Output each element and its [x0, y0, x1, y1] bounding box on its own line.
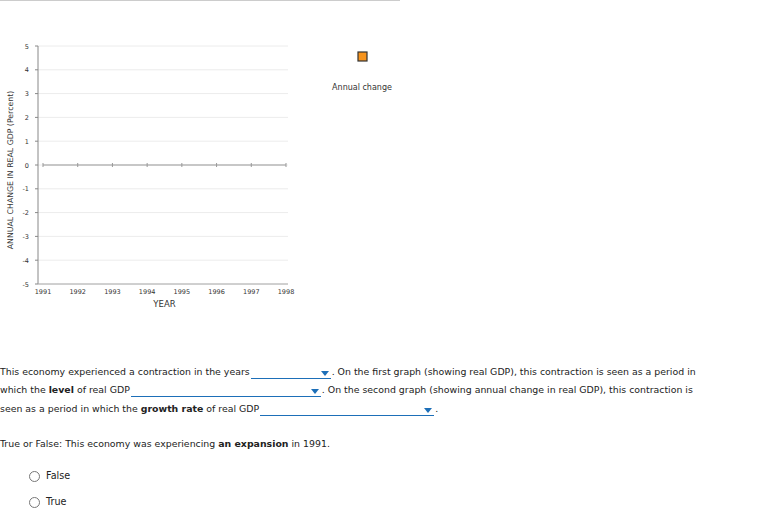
top-rule	[0, 0, 400, 1]
x-tick	[112, 163, 113, 167]
question-line: seen as a period in which the growth rat…	[0, 402, 438, 416]
radio-circle[interactable]	[29, 471, 40, 482]
grid-line	[38, 117, 288, 118]
y-tick-label: 4	[25, 66, 29, 74]
legend-label: Annual change	[332, 83, 392, 92]
y-axis-label: ANNUAL CHANGE IN REAL GDP (Percent)	[6, 91, 15, 250]
radio-option[interactable]: False	[29, 470, 70, 482]
y-tick-label: -5	[23, 281, 29, 289]
y-tick-label: 0	[25, 162, 29, 170]
x-tick-label: 1992	[69, 288, 86, 296]
y-tick-label: -1	[23, 185, 29, 193]
dropdown[interactable]	[260, 404, 434, 416]
grid-line	[38, 69, 288, 70]
x-axis	[38, 284, 288, 285]
x-tick	[181, 163, 182, 167]
y-tick-label: -4	[23, 257, 29, 265]
radio-circle[interactable]	[29, 497, 40, 508]
text: of real GDP	[203, 403, 259, 414]
text: . On the first graph (showing real GDP),…	[332, 366, 696, 377]
text: of real GDP	[74, 384, 130, 395]
x-tick	[43, 163, 44, 167]
x-tick	[77, 163, 78, 167]
grid-line	[38, 188, 288, 189]
x-tick	[286, 163, 287, 167]
x-tick-label: 1997	[243, 288, 260, 296]
x-axis-label: YEAR	[152, 299, 175, 309]
radio-label: False	[46, 470, 70, 481]
x-tick-label: 1993	[104, 288, 121, 296]
text: .	[435, 403, 438, 414]
text: True or False: This economy was experien…	[0, 438, 218, 449]
grid-line	[38, 93, 288, 94]
x-tick	[216, 163, 217, 167]
dropdown-arrow	[311, 389, 319, 394]
dropdown[interactable]	[131, 385, 321, 397]
y-tick-label: 2	[25, 114, 29, 122]
x-tick-label: 1996	[208, 288, 225, 296]
grid-line	[38, 236, 288, 237]
text: seen as a period in which the	[0, 403, 141, 414]
question-line: which the level of real GDP . On the seco…	[0, 383, 693, 397]
y-tick-label: 1	[25, 138, 29, 146]
y-tick-label: 3	[25, 90, 29, 98]
radio-label: True	[46, 496, 66, 507]
text: This economy experienced a contraction i…	[0, 366, 250, 377]
chart: -5 -4 -3 -2 -1 0 1 2 3 4 5 1991 1992 1993 1994 1995 1996…	[0, 0, 760, 340]
y-tick-label: 5	[25, 43, 29, 51]
x-tick-label: 1995	[174, 288, 191, 296]
bold-text: level	[49, 384, 74, 395]
bold-text: an expansion	[218, 438, 288, 449]
text: . On the second graph (showing annual ch…	[322, 384, 693, 395]
text: which the	[0, 384, 49, 395]
y-tick-label: -3	[23, 233, 29, 241]
grid-line	[38, 46, 288, 47]
grid-line	[38, 165, 288, 166]
x-tick-label: 1991	[35, 288, 52, 296]
dropdown-arrow	[321, 371, 329, 376]
question-line: True or False: This economy was experien…	[0, 437, 330, 451]
grid-line	[38, 141, 288, 142]
grid-line	[38, 260, 288, 261]
radio-option[interactable]: True	[29, 496, 66, 508]
bold-text: growth rate	[141, 403, 204, 414]
y-tick-label: -2	[23, 209, 29, 217]
x-tick	[251, 163, 252, 167]
dropdown[interactable]	[251, 367, 331, 379]
legend-marker	[358, 52, 367, 61]
x-tick-label: 1994	[139, 288, 156, 296]
dropdown-arrow	[424, 408, 432, 413]
y-axis	[38, 46, 39, 284]
question-line: This economy experienced a contraction i…	[0, 365, 696, 379]
zero-line	[43, 165, 286, 166]
grid-line	[38, 212, 288, 213]
x-tick	[147, 163, 148, 167]
grid-line	[38, 284, 288, 285]
x-tick-label: 1998	[278, 288, 295, 296]
text: in 1991.	[289, 438, 330, 449]
